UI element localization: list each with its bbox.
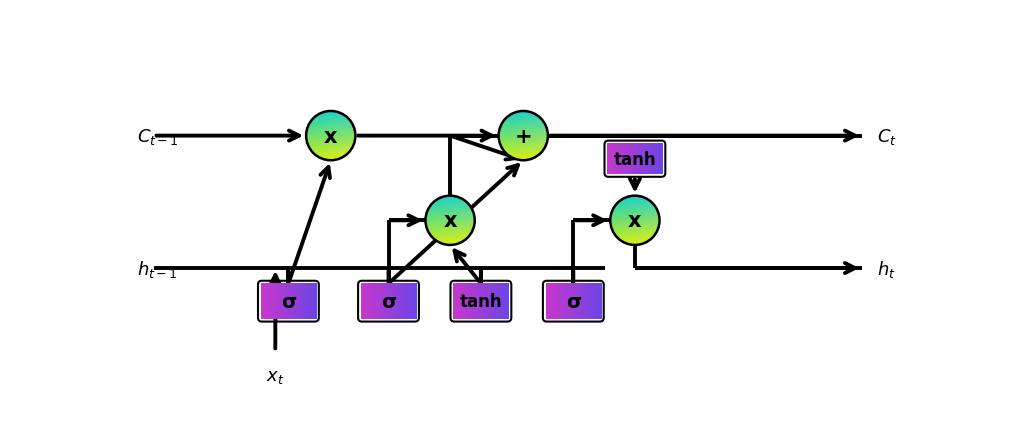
Text: σ: σ	[381, 292, 396, 311]
Text: +: +	[514, 126, 532, 146]
Text: x: x	[628, 211, 642, 231]
Text: tanh: tanh	[613, 150, 656, 168]
Text: $x_t$: $x_t$	[266, 367, 285, 385]
Text: σ: σ	[565, 292, 581, 311]
Text: $h_{t-1}$: $h_{t-1}$	[137, 258, 177, 279]
Text: x: x	[324, 126, 338, 146]
Text: x: x	[443, 211, 457, 231]
Text: σ: σ	[281, 292, 296, 311]
Text: $h_t$: $h_t$	[878, 258, 896, 279]
Text: $C_{t-1}$: $C_{t-1}$	[137, 126, 178, 146]
Text: $C_t$: $C_t$	[878, 126, 897, 146]
Text: tanh: tanh	[460, 293, 502, 311]
